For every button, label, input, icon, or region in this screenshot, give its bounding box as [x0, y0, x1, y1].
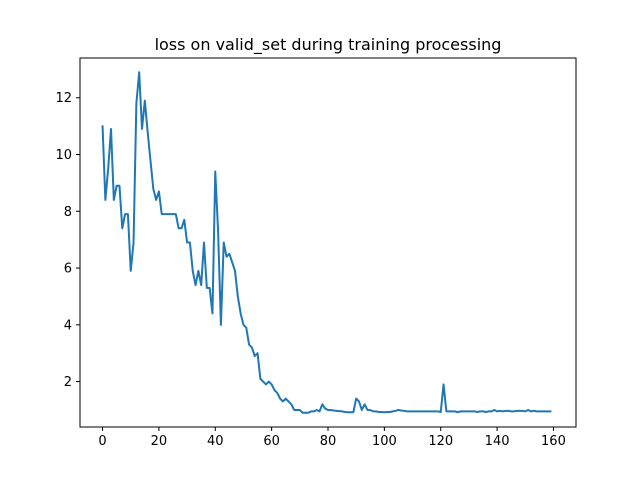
y-tick-label: 10	[55, 148, 72, 163]
x-tick-label: 60	[263, 434, 280, 449]
plot-area	[101, 71, 552, 414]
x-tick-label: 100	[372, 434, 397, 449]
y-tick-label: 12	[55, 91, 72, 106]
y-tick-label: 2	[64, 375, 72, 390]
x-tick-label: 80	[320, 434, 337, 449]
y-tick-label: 4	[64, 318, 72, 333]
x-tick-label: 140	[485, 434, 510, 449]
series-line-0	[101, 71, 552, 414]
x-tick-label: 120	[428, 434, 453, 449]
x-tick-label: 20	[151, 434, 168, 449]
axes-frame	[79, 57, 577, 428]
y-tick-label: 6	[64, 262, 72, 277]
axes: 0 20 40 60 80 100 120 140 160 2 4 6 8 10 12	[55, 57, 577, 449]
x-tick-label: 160	[541, 434, 566, 449]
chart-title: loss on valid_set during training proces…	[155, 35, 502, 55]
x-tick-label: 40	[207, 434, 224, 449]
y-tick-label: 8	[64, 205, 72, 220]
x-tick-label: 0	[98, 434, 106, 449]
